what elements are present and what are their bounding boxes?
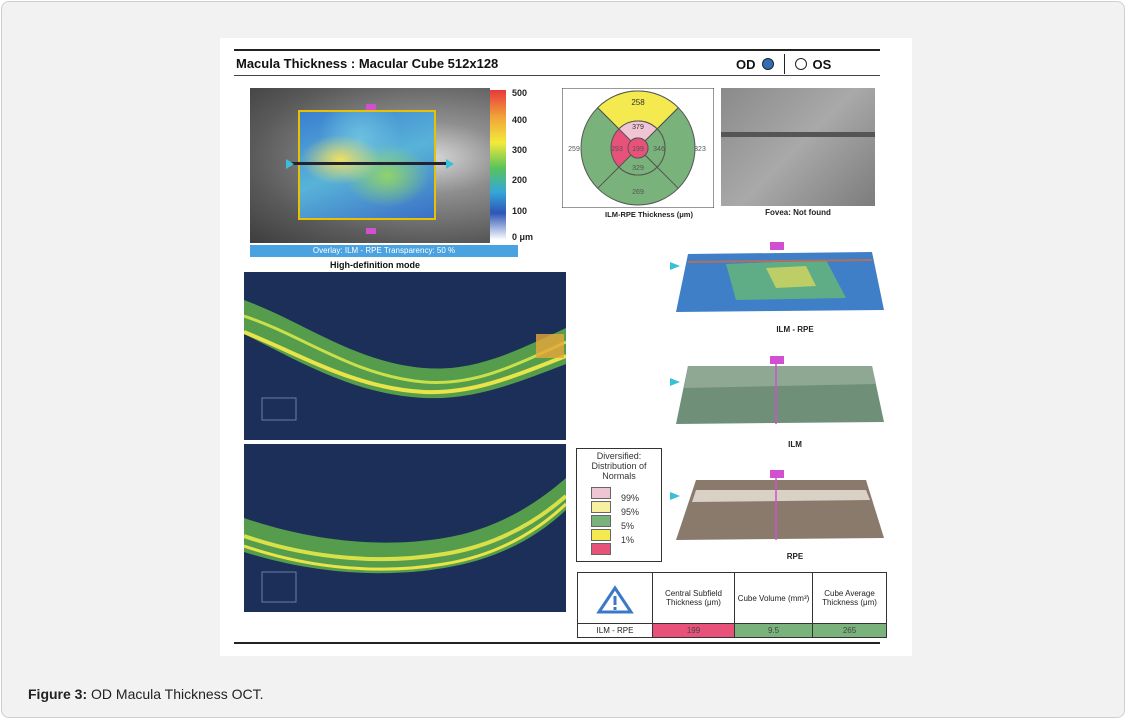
grid-value-inferior-inner: 329 bbox=[632, 165, 644, 172]
legend-swatch-below-1 bbox=[591, 543, 611, 555]
scan-arrow-right-icon bbox=[446, 159, 454, 169]
colorbar-label: 200 bbox=[512, 175, 528, 185]
surface-ilm-rpe bbox=[670, 242, 884, 312]
grid-value-inferior-outer: 269 bbox=[632, 189, 644, 196]
report-title: Macula Thickness : Macular Cube 512x128 bbox=[236, 56, 499, 71]
etdrs-grid: 258 379 259 293 199 346 323 329 269 bbox=[562, 88, 714, 208]
surface-arrow-icon bbox=[670, 492, 680, 500]
surface-caption: ILM bbox=[788, 440, 802, 449]
legend-item: 95% bbox=[621, 507, 640, 517]
eye-selector: OD OS bbox=[736, 54, 831, 74]
mode-label: High-definition mode bbox=[330, 260, 420, 270]
grid-value-temporal-outer: 323 bbox=[694, 146, 706, 153]
eye-od-label: OD bbox=[736, 56, 756, 72]
legend-item: 5% bbox=[621, 521, 635, 531]
value-cube-volume: 9.5 bbox=[734, 623, 812, 637]
fundus-thickness-overlay bbox=[250, 88, 490, 243]
header-cube-volume: Cube Volume (mm³) bbox=[734, 573, 812, 623]
legend-swatch-95 bbox=[591, 501, 611, 513]
thickness-map bbox=[298, 110, 436, 220]
legend-item: 1% bbox=[621, 535, 635, 545]
colorbar-label: 0 μm bbox=[512, 232, 534, 242]
scan-arrow-left-icon bbox=[286, 159, 294, 169]
normals-legend: Diversified: Distribution of Normals 99%… bbox=[576, 448, 662, 562]
eye-divider bbox=[783, 54, 785, 74]
grid-value-superior-inner: 379 bbox=[632, 124, 644, 131]
caption-label: Figure 3: bbox=[28, 686, 88, 702]
value-central-subfield: 199 bbox=[652, 623, 734, 637]
bscan-horizontal bbox=[244, 272, 566, 440]
legend-swatch-99 bbox=[591, 487, 611, 499]
grid-value-center: 199 bbox=[632, 146, 644, 153]
surface-caption: RPE bbox=[786, 552, 804, 561]
surface-arrow-icon bbox=[670, 378, 680, 386]
caption-text: OD Macula Thickness OCT. bbox=[91, 686, 264, 702]
summary-table: ILM - RPE Central Subfield Thickness (μm… bbox=[577, 572, 887, 638]
legend-item: 99% bbox=[621, 493, 640, 503]
grid-value-temporal-inner: 346 bbox=[653, 146, 665, 153]
scan-marker-top bbox=[366, 104, 376, 110]
scan-marker-bottom bbox=[366, 228, 376, 234]
bscan-horizontal-image bbox=[244, 300, 566, 421]
header-cube-average: Cube Average Thickness (μm) bbox=[812, 573, 886, 623]
grid-caption: ILM-RPE Thickness (μm) bbox=[605, 210, 693, 219]
bscan-vertical bbox=[244, 444, 566, 612]
eye-os-radio bbox=[794, 58, 807, 70]
scan-line bbox=[290, 162, 450, 165]
colorbar-label: 100 bbox=[512, 206, 528, 216]
surface-rpe bbox=[670, 470, 884, 540]
surface-arrow-icon bbox=[670, 262, 680, 270]
value-cube-average: 265 bbox=[812, 623, 886, 637]
colorbar-label: 500 bbox=[512, 88, 528, 98]
header-central-subfield: Central Subfield Thickness (μm) bbox=[652, 573, 734, 623]
figure-caption: Figure 3: OD Macula Thickness OCT. bbox=[28, 686, 263, 702]
row-label: ILM - RPE bbox=[578, 623, 652, 637]
legend-swatch-5 bbox=[591, 515, 611, 527]
grid-value-nasal-outer: 259 bbox=[568, 146, 580, 153]
thickness-colorbar bbox=[490, 90, 506, 240]
legend-title: Diversified: Distribution of Normals bbox=[591, 451, 647, 481]
colorbar-label: 300 bbox=[512, 145, 528, 155]
surface-caption: ILM - RPE bbox=[776, 325, 814, 334]
grid-value-nasal-inner: 293 bbox=[611, 146, 623, 153]
eye-od-radio bbox=[761, 58, 774, 70]
grid-center bbox=[627, 137, 649, 159]
top-rule bbox=[234, 49, 880, 51]
fovea-caption: Fovea: Not found bbox=[765, 208, 831, 217]
warning-icon bbox=[596, 585, 634, 614]
legend-swatch-1 bbox=[591, 529, 611, 541]
overlay-info-bar: Overlay: ILM - RPE Transparency: 50 % bbox=[250, 245, 518, 257]
fovea-scan-line bbox=[721, 132, 875, 137]
bottom-rule bbox=[234, 642, 880, 644]
colorbar-label: 400 bbox=[512, 115, 528, 125]
oct-report: Macula Thickness : Macular Cube 512x128 … bbox=[220, 38, 912, 656]
eye-os-label: OS bbox=[812, 56, 832, 72]
grid-value-superior-outer: 258 bbox=[631, 98, 645, 107]
fovea-image bbox=[721, 88, 875, 206]
bscan-vertical-image bbox=[244, 478, 566, 603]
header-rule bbox=[234, 75, 880, 76]
surface-ilm bbox=[670, 356, 884, 424]
